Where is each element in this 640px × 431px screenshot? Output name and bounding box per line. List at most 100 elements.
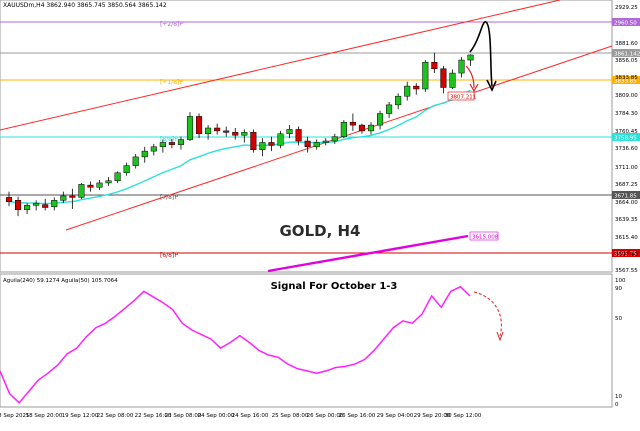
x-tick-label: 22 Sep 08:00 xyxy=(97,413,134,419)
symbol-header: XAUUSDm,H4 3862.940 3865.745 3850.564 38… xyxy=(3,2,167,9)
candle-body xyxy=(404,85,411,97)
candle-body xyxy=(358,124,365,132)
level-label-plus_2_8: [+2/8]P xyxy=(160,21,183,28)
channel-layer xyxy=(0,0,613,231)
price-tag-gray_line: 3861.142 xyxy=(614,52,640,58)
candle-body xyxy=(349,121,356,126)
oscillator-forecast-path xyxy=(473,291,502,337)
sma-tag: 3615.008 xyxy=(472,235,499,241)
oscillator-layer xyxy=(0,285,471,404)
candle-body xyxy=(367,124,375,132)
forecast-arrow-red xyxy=(469,83,479,93)
y-tick-label: 3664.00 xyxy=(615,200,638,206)
y-tick-label: 3711.00 xyxy=(615,165,638,171)
price-tag-bg-seven_8 xyxy=(612,191,640,199)
candle-body xyxy=(159,142,166,148)
candle-body xyxy=(214,127,221,132)
moving-averages-layer: 3807.211 3615.008 xyxy=(8,89,499,273)
candle-body xyxy=(205,127,212,135)
candle-body xyxy=(440,68,447,88)
oscillator-forecast-arrow xyxy=(496,331,504,342)
x-tick-label: 30 Sep 12:00 xyxy=(445,413,482,419)
y-tick-label: 3760.45 xyxy=(615,129,638,135)
y-tick-label: 3736.60 xyxy=(615,146,638,152)
candle-body xyxy=(286,129,293,135)
y-tick-label: 3881.60 xyxy=(615,41,638,47)
osc-y-tick-label: 90 xyxy=(615,286,622,292)
candle-body xyxy=(268,142,275,146)
candle-body xyxy=(123,165,130,174)
candle-body xyxy=(313,142,320,148)
levels-layer: [+2/8]P 2960.50 3861.142 [+1/8]P 3833.85 [8/8… xyxy=(0,18,640,259)
y-tick-label: 3639.35 xyxy=(615,217,638,223)
oscillator-pane xyxy=(0,273,613,408)
candle-body xyxy=(96,182,103,188)
price-pane xyxy=(0,0,613,273)
channel-upper-line xyxy=(0,0,561,131)
price-tag-eight_8: 3758.95 xyxy=(614,136,637,142)
channel-lower-line xyxy=(65,45,613,231)
candle-body xyxy=(15,200,22,210)
candle-body xyxy=(223,130,230,133)
forecast-path-red xyxy=(465,65,475,89)
candle-body xyxy=(60,195,67,201)
x-tick-label: 24 Sep 00:00 xyxy=(198,413,235,419)
x-tick-label: 26 Sep 16:00 xyxy=(339,413,376,419)
ema-line xyxy=(8,89,471,205)
candle-body xyxy=(5,197,13,202)
y-tick-label: 3784.30 xyxy=(615,111,638,117)
osc-y-tick-label: 50 xyxy=(615,316,622,322)
candle-body xyxy=(304,140,311,148)
sma-tag-bg xyxy=(469,231,499,241)
candle-body xyxy=(340,121,347,137)
x-tick-label: 25 Sep 08:00 xyxy=(272,413,309,419)
candle-body xyxy=(196,116,203,135)
candle-body xyxy=(105,180,112,184)
forecast-arrow-black xyxy=(486,79,497,92)
chart-subtitle: Signal For October 1-3 xyxy=(271,281,398,292)
candle-body xyxy=(331,136,338,142)
candle-body xyxy=(413,85,420,90)
candle-body xyxy=(386,104,393,114)
chart-title: GOLD, H4 xyxy=(280,222,361,240)
candle-body xyxy=(422,61,429,90)
candle-body xyxy=(241,132,248,136)
x-tick-label: 18 Sep 20:00 xyxy=(26,413,63,419)
candle-body xyxy=(431,61,438,69)
candle-body xyxy=(322,140,329,143)
axis-layer: 2929.25 3881.60 3856.05 3833.85 3809.00 3784.… xyxy=(0,5,638,419)
y-tick-label: 3567.55 xyxy=(615,268,638,274)
level-label-eight_8: [8/8]P xyxy=(160,136,178,143)
forecast-path-black xyxy=(469,21,493,87)
y-tick-label: 3591.40 xyxy=(615,252,638,258)
x-tick-label: 18 Sep 2025 xyxy=(0,413,30,419)
indicator-label: Aguila(240) 59.1274 Aguila(50) 105.7064 xyxy=(3,278,118,284)
candle-body xyxy=(232,132,239,136)
forecast-layer xyxy=(465,21,504,342)
price-tag-plus_1_8: 3833.85 xyxy=(614,79,637,85)
candle-body xyxy=(177,139,184,145)
price-tag-bg-eight_8 xyxy=(612,133,640,141)
candle-body xyxy=(150,146,157,152)
candle-body xyxy=(69,195,76,198)
candles-layer xyxy=(5,52,474,217)
candle-body xyxy=(467,54,474,61)
price-tag-six_8: 3593.75 xyxy=(614,252,637,258)
oscillator-line xyxy=(0,285,471,404)
y-tick-label: 3809.00 xyxy=(615,93,638,99)
price-tag-bg-six_8 xyxy=(612,249,640,257)
price-tag-plus_2_8: 2960.50 xyxy=(614,21,637,27)
x-tick-label: 26 Sep 00:00 xyxy=(307,413,344,419)
candle-body xyxy=(114,172,121,182)
candle-body xyxy=(259,142,266,150)
level-label-seven_8: [7/8]P xyxy=(160,194,178,201)
candle-body xyxy=(295,129,302,142)
candle-body xyxy=(51,200,58,208)
candle-body xyxy=(377,113,384,126)
candle-body xyxy=(33,202,40,206)
ema-tag-bg xyxy=(447,91,475,101)
y-tick-label: 3687.25 xyxy=(615,182,638,188)
y-tick-label: 3615.40 xyxy=(615,235,638,241)
price-tag-bg-plus_2_8 xyxy=(612,18,640,26)
